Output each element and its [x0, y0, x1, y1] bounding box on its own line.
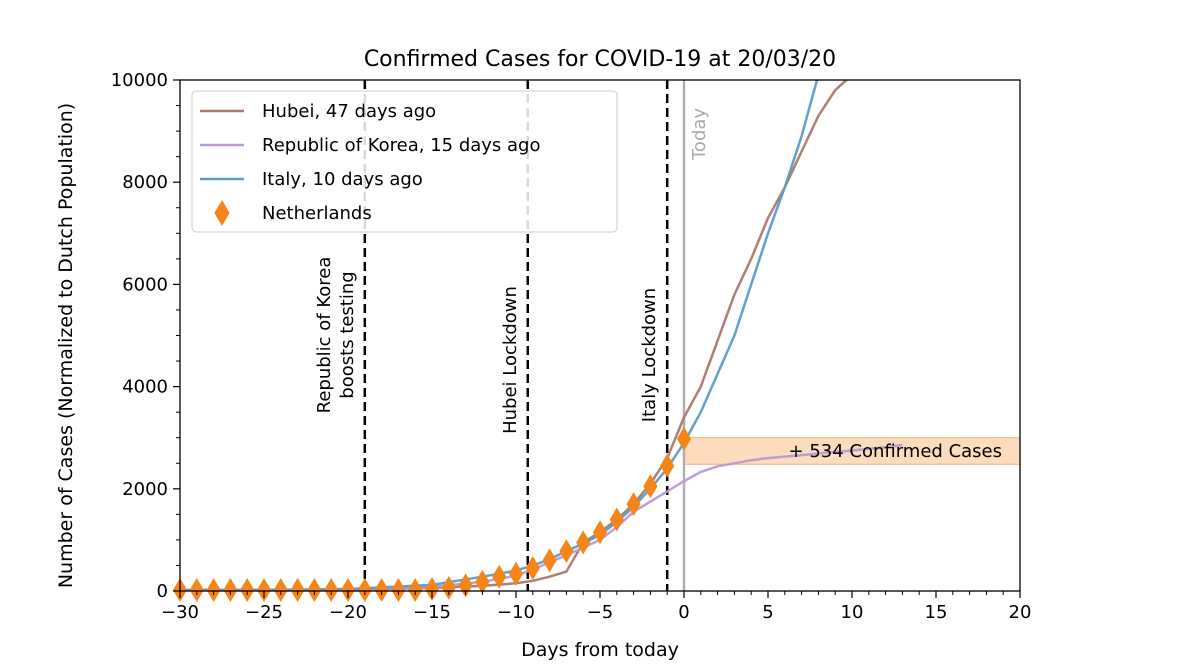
y-axis-label: Number of Cases (Normalized to Dutch Pop… [55, 103, 77, 588]
vline-label-line: boosts testing [337, 271, 358, 398]
netherlands-point [626, 492, 641, 517]
netherlands-point [290, 577, 305, 602]
y-tick-label: 6000 [122, 274, 168, 295]
netherlands-point [609, 507, 624, 532]
netherlands-point [408, 577, 423, 602]
y-tick-label: 2000 [122, 479, 168, 500]
legend: Hubei, 47 days ago Republic of Korea, 15 … [191, 90, 618, 233]
x-tick-label: 20 [1009, 602, 1032, 623]
netherlands-point [256, 577, 272, 602]
series-line-1 [180, 443, 903, 591]
x-tick-label: −20 [329, 602, 367, 623]
vline-label-3: Today [689, 108, 710, 161]
y-tick-label: 8000 [122, 172, 168, 193]
netherlands-point [223, 577, 238, 602]
netherlands-point [508, 561, 524, 586]
legend-box [191, 90, 618, 233]
vline-label-line: Republic of Korea [314, 257, 335, 414]
netherlands-point [206, 577, 221, 602]
x-axis-label: Days from today [521, 639, 679, 661]
chart-title: Confirmed Cases for COVID-19 at 20/03/20 [364, 47, 836, 72]
x-axis: −30 −25 −20 −15 −10 −5 0 5 10 15 20 [161, 591, 1031, 623]
netherlands-point [542, 548, 557, 573]
legend-label-3: Netherlands [262, 203, 372, 224]
netherlands-point [525, 556, 540, 580]
vline-label-0: Republic of Korea boosts testing [314, 257, 358, 414]
annotation-layer: Republic of Korea boosts testing Hubei Loc… [314, 108, 1002, 462]
netherlands-point [340, 577, 356, 602]
netherlands-point [592, 520, 608, 545]
x-tick-label: −10 [497, 602, 535, 623]
y-tick-label: 10000 [111, 70, 168, 91]
legend-label-2: Italy, 10 days ago [262, 169, 423, 190]
x-tick-label: 10 [841, 602, 864, 623]
netherlands-point [357, 577, 372, 602]
x-tick-label: 5 [762, 602, 773, 623]
x-tick-label: 15 [925, 602, 948, 623]
netherlands-point [660, 453, 675, 478]
x-tick-label: −25 [245, 602, 283, 623]
series-line-2 [180, 80, 819, 591]
legend-label-1: Republic of Korea, 15 days ago [262, 135, 541, 156]
netherlands-point [441, 575, 456, 600]
netherlands-point [307, 577, 322, 602]
legend-marker-netherlands [214, 200, 230, 226]
netherlands-point [324, 577, 339, 602]
vline-label-1: Hubei Lockdown [500, 286, 521, 434]
band-label: + 534 Confirmed Cases [789, 441, 1002, 462]
netherlands-point [676, 426, 692, 451]
x-tick-label: −30 [161, 602, 199, 623]
y-tick-label: 0 [157, 581, 168, 602]
vline-label-line: Hubei Lockdown [500, 286, 521, 434]
netherlands-point [189, 577, 204, 602]
netherlands-point [643, 474, 658, 499]
netherlands-markers [172, 426, 692, 602]
x-tick-label: 0 [678, 602, 689, 623]
netherlands-point [240, 577, 255, 602]
vline-label-line: Italy Lockdown [639, 288, 660, 422]
x-tick-label: −15 [413, 602, 451, 623]
netherlands-point [475, 569, 490, 594]
netherlands-point [576, 530, 591, 555]
x-tick-label: −5 [587, 602, 614, 623]
netherlands-point [559, 539, 574, 564]
vline-label-2: Italy Lockdown [639, 288, 660, 422]
legend-label-0: Hubei, 47 days ago [262, 101, 436, 122]
netherlands-point [374, 577, 389, 602]
netherlands-point [273, 577, 288, 602]
netherlands-point [492, 564, 507, 589]
y-axis: 0 2000 4000 6000 8000 10000 [111, 70, 180, 602]
netherlands-point [391, 577, 406, 602]
y-tick-label: 4000 [122, 377, 168, 398]
netherlands-point [424, 576, 440, 601]
